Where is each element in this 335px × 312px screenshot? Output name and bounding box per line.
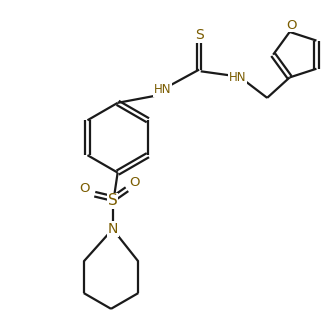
Text: O: O bbox=[130, 176, 140, 189]
Text: N: N bbox=[108, 222, 118, 236]
Text: S: S bbox=[195, 28, 203, 42]
Text: O: O bbox=[286, 19, 296, 32]
Text: HN: HN bbox=[154, 83, 171, 96]
Text: S: S bbox=[108, 193, 118, 208]
Text: O: O bbox=[79, 183, 90, 195]
Text: HN: HN bbox=[228, 71, 246, 85]
